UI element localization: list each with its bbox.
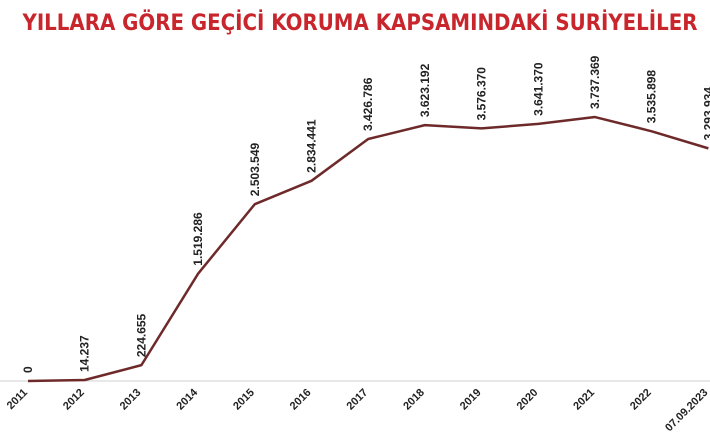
x-tick-label: 2021 xyxy=(571,387,597,413)
x-tick-label: 2011 xyxy=(5,387,30,412)
data-label: 3.426.786 xyxy=(361,77,375,131)
data-label: 3.293.934 xyxy=(701,87,710,141)
x-tick-label: 2019 xyxy=(458,387,484,413)
x-tick-label: 2018 xyxy=(401,387,427,413)
data-label: 3.535.898 xyxy=(645,70,659,124)
data-label: 3.641.370 xyxy=(531,62,545,116)
x-tick-label: 2012 xyxy=(61,387,87,413)
data-label: 3.737.369 xyxy=(588,55,602,109)
x-tick-label: 2015 xyxy=(231,387,257,413)
line xyxy=(27,115,709,383)
data-label: 2.834.441 xyxy=(305,119,319,173)
data-label: 3.623.192 xyxy=(418,63,432,117)
data-label: 14.237 xyxy=(78,335,92,372)
x-tick-label: 2013 xyxy=(118,387,144,413)
chart-title: YILLARA GÖRE GEÇİCİ KORUMA KAPSAMINDAKİ … xyxy=(21,10,697,36)
x-tick-label: 2020 xyxy=(515,387,541,413)
data-label: 3.576.370 xyxy=(475,67,489,121)
x-tick-label: 2014 xyxy=(174,386,200,412)
x-tick-label: 2022 xyxy=(628,387,654,413)
x-tick-label: 2017 xyxy=(345,387,371,413)
x-tick-label: 07.09.2023 xyxy=(663,387,710,434)
x-tick-label: 2016 xyxy=(288,387,314,413)
data-label: 2.503.549 xyxy=(248,142,262,196)
data-label: 1.519.286 xyxy=(191,212,205,266)
data-label: 224.655 xyxy=(134,313,148,357)
data-label: 0 xyxy=(21,366,35,373)
